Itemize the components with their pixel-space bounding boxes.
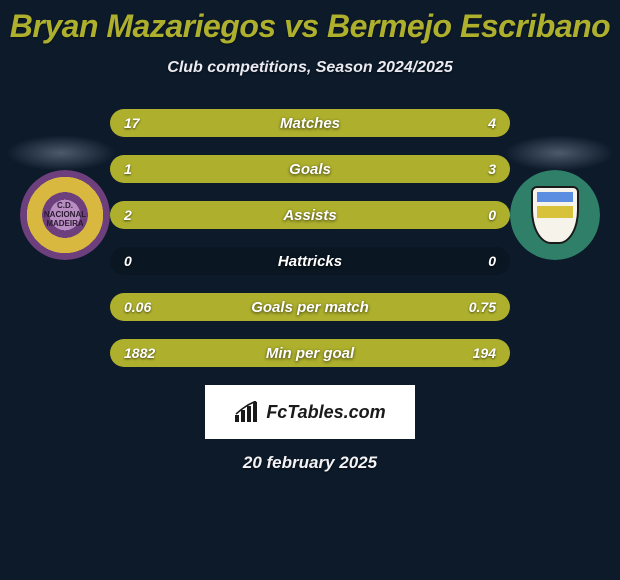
brand-text: FcTables.com bbox=[266, 402, 385, 423]
stat-label: Min per goal bbox=[266, 345, 354, 362]
stat-fill-left bbox=[110, 109, 434, 137]
club-badge-left: C.D. NACIONAL MADEIRA bbox=[20, 170, 110, 260]
stat-row: 2 0 Assists bbox=[110, 201, 510, 229]
stat-value-left: 1882 bbox=[124, 345, 155, 361]
stat-fill-right bbox=[434, 109, 510, 137]
stat-value-left: 1 bbox=[124, 161, 132, 177]
stat-row: 0 0 Hattricks bbox=[110, 247, 510, 275]
stat-label: Hattricks bbox=[278, 253, 342, 270]
shield-top-stripe bbox=[537, 192, 573, 202]
stat-value-left: 17 bbox=[124, 115, 140, 131]
stat-label: Matches bbox=[280, 115, 340, 132]
club-badge-right-ring bbox=[510, 170, 600, 260]
stat-row: 17 4 Matches bbox=[110, 109, 510, 137]
stat-value-right: 0.75 bbox=[469, 299, 496, 315]
stat-row: 1882 194 Min per goal bbox=[110, 339, 510, 367]
stat-fill-right bbox=[210, 155, 510, 183]
stat-label: Goals per match bbox=[251, 299, 369, 316]
brand-box: FcTables.com bbox=[205, 385, 415, 439]
club-badge-left-label: C.D. NACIONAL MADEIRA bbox=[43, 202, 88, 228]
club-badge-right-shield bbox=[531, 186, 579, 244]
stat-value-right: 0 bbox=[488, 253, 496, 269]
stat-label: Goals bbox=[289, 161, 331, 178]
spotlight-right bbox=[504, 135, 614, 171]
brand-bars-icon bbox=[234, 401, 260, 423]
page-title: Bryan Mazariegos vs Bermejo Escribano bbox=[0, 0, 620, 45]
stat-value-left: 2 bbox=[124, 207, 132, 223]
stat-value-right: 194 bbox=[473, 345, 496, 361]
shield-mid-band bbox=[537, 206, 573, 218]
stat-row: 0.06 0.75 Goals per match bbox=[110, 293, 510, 321]
page-subtitle: Club competitions, Season 2024/2025 bbox=[0, 59, 620, 77]
stat-value-right: 0 bbox=[488, 207, 496, 223]
stat-value-right: 4 bbox=[488, 115, 496, 131]
stat-value-left: 0.06 bbox=[124, 299, 151, 315]
stat-row: 1 3 Goals bbox=[110, 155, 510, 183]
spotlight-left bbox=[6, 135, 116, 171]
stat-rows: 17 4 Matches 1 3 Goals 2 0 Assists 0 0 Hattricks 0.0… bbox=[110, 109, 510, 367]
club-badge-right bbox=[510, 170, 600, 260]
stat-value-right: 3 bbox=[488, 161, 496, 177]
stat-value-left: 0 bbox=[124, 253, 132, 269]
snapshot-date: 20 february 2025 bbox=[0, 453, 620, 473]
stat-label: Assists bbox=[283, 207, 336, 224]
club-badge-left-ring: C.D. NACIONAL MADEIRA bbox=[20, 170, 110, 260]
